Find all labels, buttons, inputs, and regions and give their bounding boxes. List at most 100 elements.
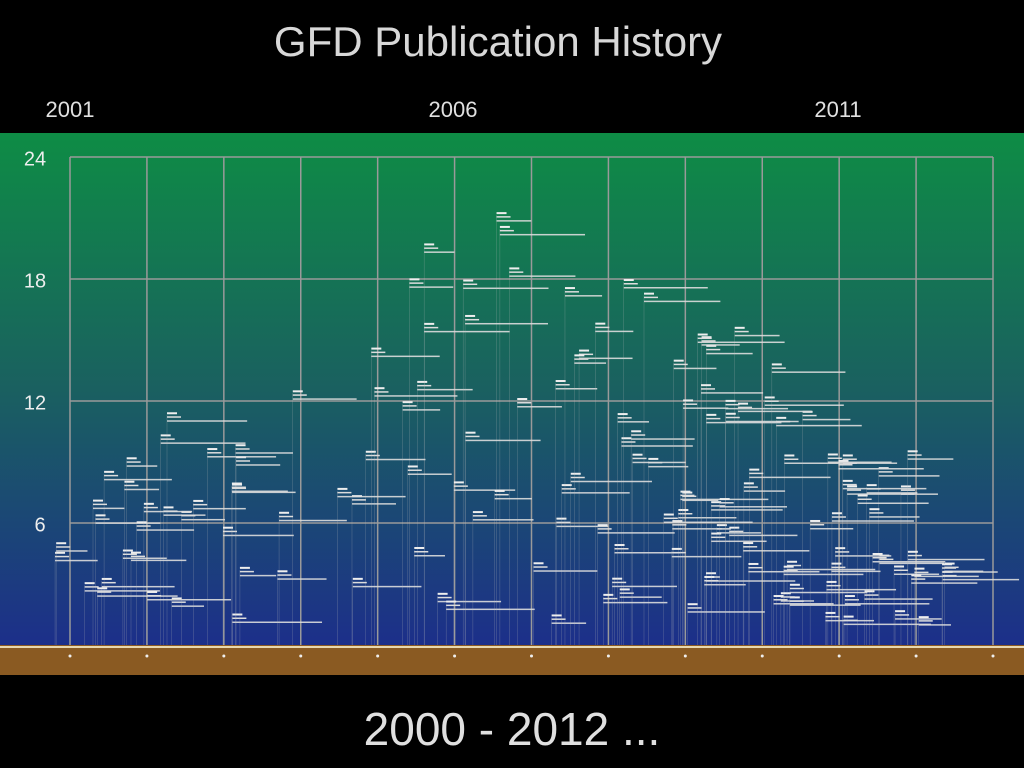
entry-block xyxy=(147,598,232,601)
entry-block xyxy=(734,330,749,333)
entry-block xyxy=(56,550,88,552)
entry-block xyxy=(771,371,846,373)
entry-block xyxy=(232,491,296,494)
entry-block xyxy=(414,546,425,549)
entry-block xyxy=(827,461,892,463)
entry-block xyxy=(597,524,608,527)
entry-block xyxy=(143,502,154,505)
entry-block xyxy=(918,624,951,626)
entry-block xyxy=(407,473,452,475)
entry-block xyxy=(706,344,717,347)
entry-block xyxy=(465,322,548,325)
entry-block xyxy=(671,551,686,554)
entry-block xyxy=(942,578,1020,581)
entry-block xyxy=(232,617,247,620)
entry-block xyxy=(374,387,385,390)
entry-block xyxy=(124,480,135,483)
entry-block xyxy=(802,414,817,417)
entry-block xyxy=(597,528,612,530)
entry-block xyxy=(407,469,422,471)
entry-block xyxy=(352,585,422,588)
entry-block xyxy=(776,424,862,427)
entry-block xyxy=(878,475,940,477)
entry-block xyxy=(424,326,439,329)
entry-block xyxy=(847,485,858,488)
entry-block xyxy=(835,551,850,553)
entry-block xyxy=(671,547,682,550)
entry-block xyxy=(517,402,532,404)
entry-block xyxy=(292,394,307,396)
entry-block xyxy=(424,322,435,325)
entry-block xyxy=(84,586,99,588)
entry-block xyxy=(465,314,476,317)
entry-block xyxy=(773,595,784,598)
year-label: 2006 xyxy=(429,97,478,122)
entry-block xyxy=(122,553,137,556)
entry-block xyxy=(719,498,730,501)
entry-block xyxy=(595,322,606,325)
entry-block xyxy=(171,605,204,607)
entry-block xyxy=(472,515,487,517)
entry-block xyxy=(783,573,864,576)
entry-block xyxy=(499,229,514,232)
entry-block xyxy=(907,454,922,456)
entry-block xyxy=(171,601,186,603)
entry-block xyxy=(551,614,562,617)
entry-block xyxy=(879,562,945,565)
entry-block xyxy=(101,585,175,588)
entry-block xyxy=(632,461,686,464)
entry-block xyxy=(561,492,630,494)
entry-block xyxy=(564,295,603,297)
entry-block xyxy=(623,279,634,282)
entry-block xyxy=(911,574,922,577)
entry-block xyxy=(914,571,929,574)
entry-block xyxy=(614,552,681,554)
entry-block xyxy=(277,578,327,580)
entry-block xyxy=(743,542,754,545)
entry-block xyxy=(279,519,347,522)
entry-block xyxy=(130,555,145,558)
entry-block xyxy=(697,337,712,340)
entry-block xyxy=(705,580,796,582)
entry-block xyxy=(743,482,754,485)
entry-block xyxy=(683,407,729,409)
year-label: 2001 xyxy=(46,97,95,122)
entry-block xyxy=(826,580,837,583)
entry-block xyxy=(743,486,758,488)
entry-block xyxy=(748,570,820,573)
entry-block xyxy=(402,405,417,407)
entry-block xyxy=(556,517,567,520)
entry-block xyxy=(789,591,868,594)
entry-block xyxy=(826,588,897,591)
entry-block xyxy=(810,523,825,526)
entry-block xyxy=(101,577,112,580)
entry-block xyxy=(831,512,842,515)
entry-block xyxy=(838,460,849,463)
entry-block xyxy=(570,476,585,479)
entry-block xyxy=(643,300,721,303)
entry-block xyxy=(857,502,929,505)
entry-block xyxy=(648,457,659,460)
entry-block xyxy=(617,421,650,423)
entry-block xyxy=(555,388,598,390)
entry-block xyxy=(453,485,468,487)
entry-block xyxy=(631,438,695,440)
entry-block xyxy=(725,403,740,406)
timeline-dot xyxy=(837,654,841,658)
timeline-dot xyxy=(530,654,533,658)
entry-block xyxy=(160,434,171,437)
entry-block xyxy=(895,618,942,620)
entry-block xyxy=(787,564,802,567)
entry-block xyxy=(446,604,461,607)
entry-block xyxy=(579,353,594,356)
entry-block xyxy=(494,493,509,496)
entry-block xyxy=(623,287,708,289)
entry-block xyxy=(374,395,458,397)
entry-block xyxy=(409,282,424,284)
entry-block xyxy=(914,575,979,578)
entry-block xyxy=(835,555,892,557)
entry-block xyxy=(570,472,581,475)
entry-block xyxy=(496,216,511,218)
entry-block xyxy=(725,416,740,419)
